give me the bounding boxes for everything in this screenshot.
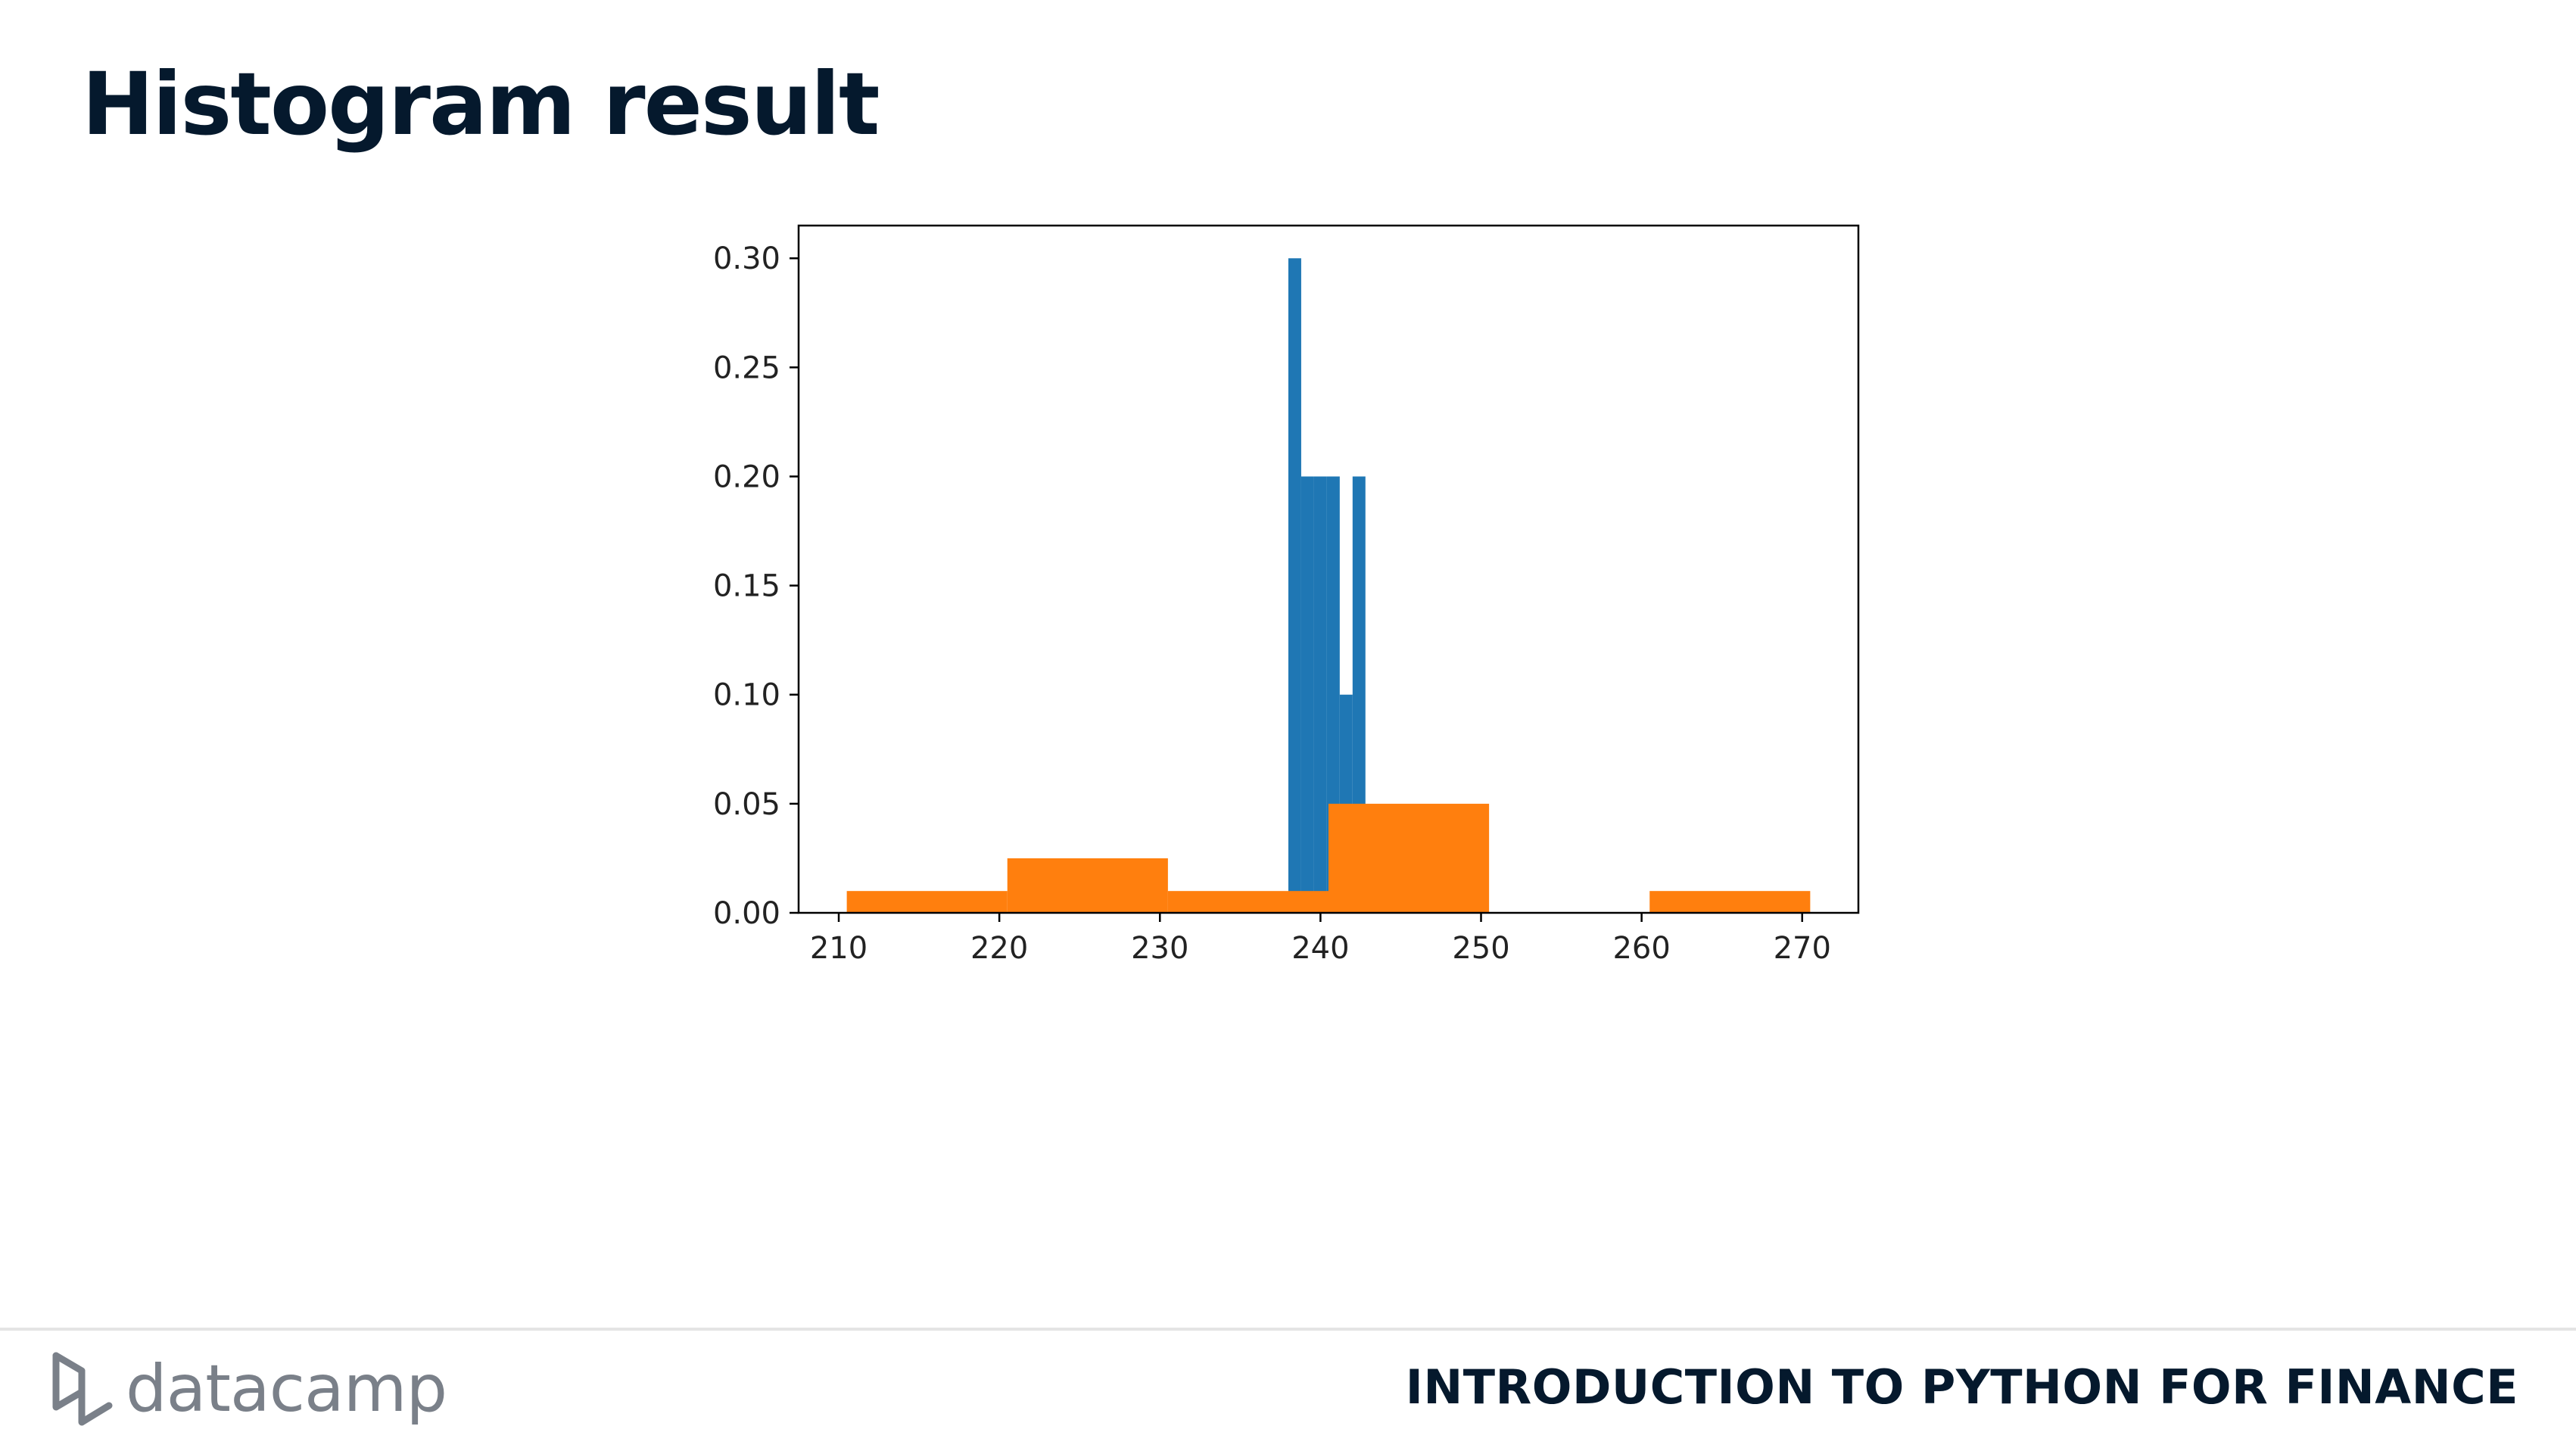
datacamp-logo-icon <box>52 1352 113 1426</box>
x-tick-label-230: 230 <box>1131 931 1188 966</box>
histogram-bar-series1-bin3 <box>1328 803 1490 913</box>
plot-frame <box>797 224 1860 914</box>
histogram-bar-series1-bin5 <box>1649 891 1811 913</box>
x-tick-label-210: 210 <box>810 931 867 966</box>
histogram-bar-series0-bin2 <box>1313 476 1327 913</box>
x-tick-label-220: 220 <box>970 931 1028 966</box>
y-tick-label-1: 0.05 <box>713 787 780 822</box>
y-tick-label-4: 0.20 <box>713 459 780 494</box>
x-tick-label-270: 270 <box>1774 931 1831 966</box>
histogram-bar-series1-bin2 <box>1167 891 1328 913</box>
datacamp-logo-text: datacamp <box>126 1351 447 1427</box>
x-tick-label-260: 260 <box>1612 931 1670 966</box>
datacamp-logo: datacamp <box>51 1347 447 1431</box>
y-tick-label-2: 0.10 <box>713 678 780 713</box>
axes-layer: 210 220 230 240 250 260 270 0.00 0.05 0.10 0.15 0.2… <box>713 224 1860 966</box>
y-tick-label-0: 0.00 <box>713 896 780 931</box>
histogram-bar-series1-bin0 <box>846 891 1008 913</box>
histogram-chart: 210 220 230 240 250 260 270 0.00 0.05 0.10 0.15 0.2… <box>666 212 1908 999</box>
histogram-bar-series0-bin0 <box>1288 258 1301 913</box>
slide-title: Histogram result <box>82 54 880 154</box>
footer-divider <box>0 1328 2576 1331</box>
x-tick-label-240: 240 <box>1291 931 1349 966</box>
course-name: INTRODUCTION TO PYTHON FOR FINANCE <box>1405 1359 2518 1415</box>
histogram-svg: 210 220 230 240 250 260 270 0.00 0.05 0.10 0.15 0.2… <box>713 224 1860 966</box>
x-tick-label-250: 250 <box>1452 931 1509 966</box>
y-tick-label-6: 0.30 <box>713 241 780 276</box>
histogram-bar-series1-bin1 <box>1007 858 1168 913</box>
bars-layer <box>846 258 1811 913</box>
y-tick-label-5: 0.25 <box>713 350 780 385</box>
y-tick-label-3: 0.15 <box>713 569 780 604</box>
histogram-bar-series0-bin1 <box>1300 476 1314 913</box>
